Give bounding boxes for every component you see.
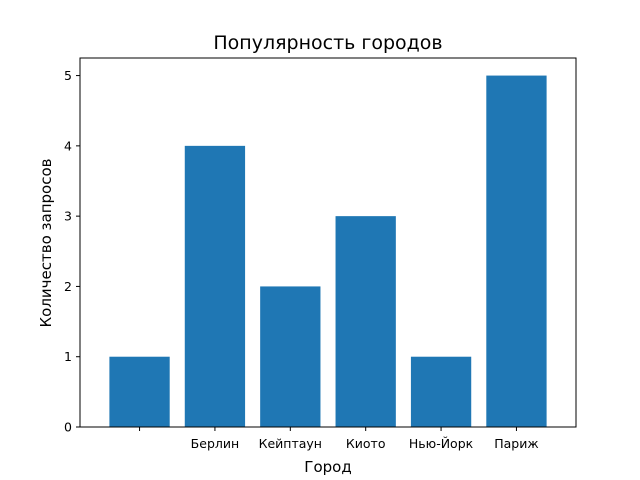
bar-5 — [486, 75, 547, 428]
bar-2 — [260, 286, 321, 427]
bars-group — [109, 75, 547, 428]
y-tick-label-4: 4 — [64, 138, 72, 153]
x-tick-label-2: Кейптаун — [259, 436, 322, 451]
x-axis-label: Город — [304, 458, 351, 476]
y-tick-label-1: 1 — [64, 349, 72, 364]
x-tick-label-1: Берлин — [191, 436, 240, 451]
x-axis-ticks: Берлин Кейптаун Киото Нью-Йорк Париж — [139, 427, 539, 451]
chart-title: Популярность городов — [213, 32, 442, 54]
y-tick-label-2: 2 — [64, 279, 72, 294]
y-axis-ticks: 0 1 2 3 4 5 — [64, 68, 80, 435]
y-tick-label-3: 3 — [64, 209, 72, 224]
y-tick-label-5: 5 — [64, 68, 72, 83]
x-tick-label-5: Париж — [494, 436, 538, 451]
plot-frame — [79, 57, 577, 428]
y-tick-label-0: 0 — [64, 420, 72, 435]
bar-1 — [184, 145, 246, 427]
x-tick-label-4: Нью-Йорк — [409, 436, 474, 451]
x-tick-label-3: Киото — [346, 436, 386, 451]
bar-0 — [109, 356, 170, 427]
bar-4 — [410, 356, 472, 427]
y-axis-label: Количество запросов — [37, 159, 55, 328]
bar-3 — [335, 216, 396, 427]
